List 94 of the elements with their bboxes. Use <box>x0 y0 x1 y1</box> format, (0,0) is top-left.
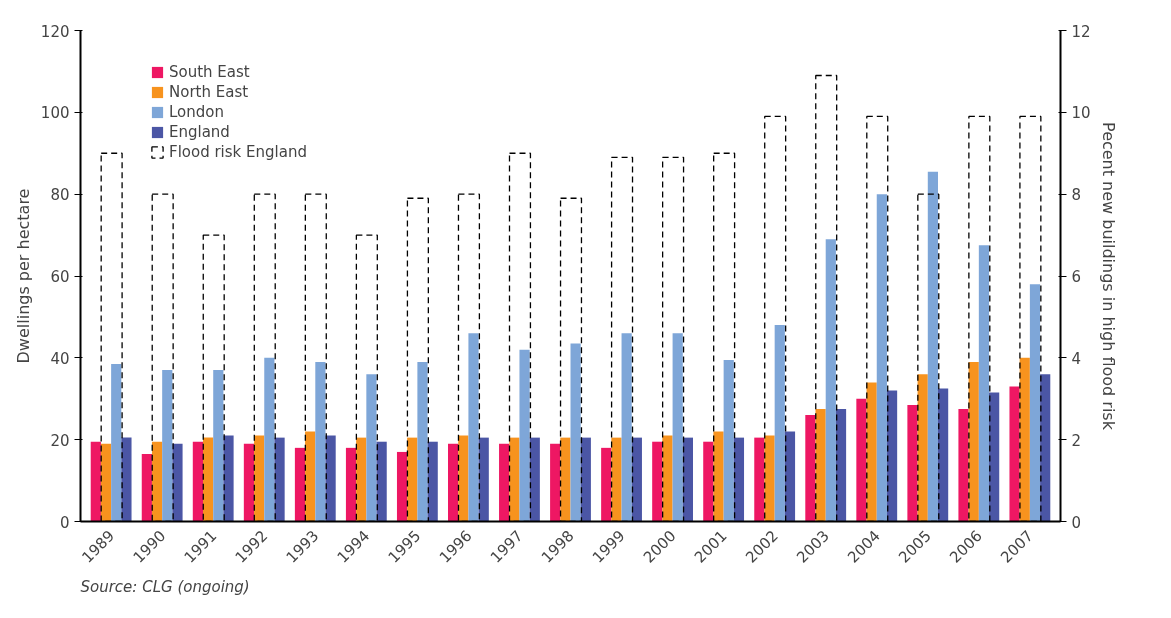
bar <box>550 443 561 522</box>
bar <box>417 361 428 522</box>
bar <box>621 333 632 522</box>
y2-tick-label: 0 <box>1071 513 1082 532</box>
bar <box>162 370 173 522</box>
bar <box>111 363 122 522</box>
y-axis-title: Dwellings per hectare <box>13 188 33 364</box>
y-tick-label: 120 <box>40 22 70 41</box>
bar <box>631 437 642 522</box>
bar <box>448 443 459 522</box>
bar <box>886 390 898 522</box>
bar <box>917 374 928 522</box>
bar <box>529 437 540 522</box>
y-tick-label: 40 <box>50 349 70 368</box>
bar <box>805 415 816 522</box>
bar <box>682 437 693 522</box>
y2-tick-label: 6 <box>1071 268 1082 286</box>
bar <box>264 357 275 522</box>
bar <box>968 361 979 522</box>
y2-tick-label: 10 <box>1071 104 1091 123</box>
bar <box>989 392 1000 522</box>
bar <box>835 408 847 522</box>
bar <box>754 437 765 522</box>
bar <box>325 435 336 522</box>
source-note: Source: CLG (ongoing) <box>80 577 250 596</box>
bar <box>856 398 867 522</box>
bar <box>652 441 663 522</box>
bar <box>192 441 203 522</box>
y-tick-label: 80 <box>50 186 70 205</box>
bar <box>733 437 745 522</box>
bar <box>784 431 796 522</box>
y2-tick-label: 8 <box>1071 186 1082 205</box>
bar <box>356 437 367 522</box>
bar <box>927 171 938 522</box>
bar <box>1019 357 1030 522</box>
y2-tick-label: 12 <box>1071 22 1091 41</box>
bar <box>254 435 265 522</box>
bar <box>601 447 612 522</box>
bar <box>713 431 724 522</box>
bar <box>764 435 775 522</box>
bar <box>958 408 969 522</box>
bar <box>458 435 469 522</box>
bar <box>90 441 101 522</box>
bar <box>315 361 326 522</box>
y-tick-label: 20 <box>50 431 70 450</box>
y2-tick-label: 4 <box>1071 349 1082 368</box>
bar <box>305 431 316 522</box>
bar <box>1009 386 1020 522</box>
bar <box>978 245 990 522</box>
y-tick-label: 60 <box>50 268 70 286</box>
bar <box>1040 374 1051 522</box>
legend-label: Flood risk England <box>169 143 307 161</box>
bar <box>243 443 255 522</box>
bar <box>662 435 673 522</box>
bar <box>468 333 479 522</box>
bar <box>672 333 683 522</box>
bar <box>723 359 734 522</box>
bar <box>611 437 622 522</box>
bar <box>274 437 285 522</box>
bar <box>366 374 377 522</box>
bar <box>815 408 826 522</box>
bar <box>294 447 306 522</box>
bar <box>396 451 408 522</box>
bar <box>141 453 152 522</box>
bar <box>203 437 214 522</box>
legend-label: London <box>169 103 224 121</box>
bar <box>509 437 520 522</box>
bar <box>774 325 785 522</box>
bar <box>876 194 887 522</box>
bar <box>519 349 530 522</box>
legend-label: North East <box>169 83 249 101</box>
bar <box>223 435 234 522</box>
bar <box>703 441 714 522</box>
bar <box>478 437 489 522</box>
bar <box>580 437 591 522</box>
bar <box>938 388 949 522</box>
bar <box>100 443 112 522</box>
bar <box>560 437 571 522</box>
y-tick-label: 100 <box>40 104 70 123</box>
bar <box>570 343 581 522</box>
bar <box>213 370 224 522</box>
bar <box>151 441 163 522</box>
bar <box>499 443 510 522</box>
bar <box>825 239 836 522</box>
bar <box>1029 284 1041 522</box>
y2-axis-title: Pecent new buildings in high flood risk <box>1098 122 1118 431</box>
legend-label: South East <box>169 63 250 81</box>
legend-label: England <box>169 123 230 141</box>
bar <box>907 404 918 522</box>
bar <box>407 437 418 522</box>
y-tick-label: 0 <box>59 513 70 532</box>
bar <box>345 447 357 522</box>
bar <box>866 382 877 522</box>
y2-tick-label: 2 <box>1071 431 1082 450</box>
